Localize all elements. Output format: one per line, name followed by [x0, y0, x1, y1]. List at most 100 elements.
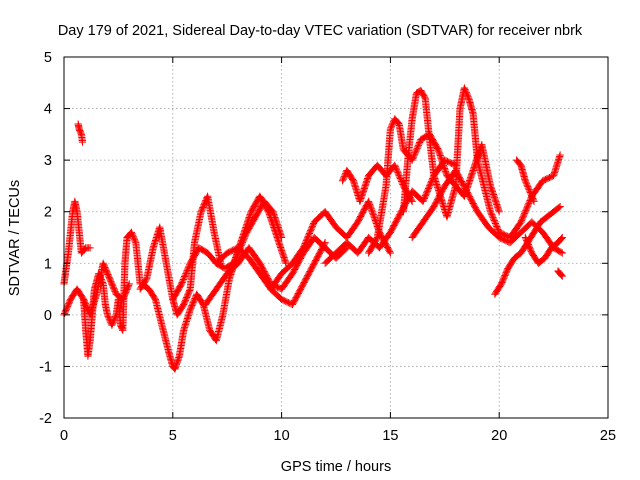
data-point: [367, 205, 375, 213]
data-point: [530, 197, 538, 205]
plot-frame: [63, 56, 609, 419]
data-point: [524, 183, 532, 191]
data-point: [127, 228, 136, 236]
data-point: [527, 190, 535, 198]
data-point: [368, 208, 376, 216]
data-point: [365, 197, 373, 205]
data-point: [489, 214, 497, 222]
series-sat-p: [491, 202, 564, 298]
x-axis-label: GPS time / hours: [281, 459, 391, 475]
data-point: [395, 172, 403, 180]
data-point: [370, 214, 378, 222]
data-point: [412, 146, 421, 154]
data-point: [488, 211, 496, 219]
data-point: [394, 169, 402, 177]
data-point: [556, 202, 564, 211]
data-point: [125, 281, 133, 289]
series-sat-b: [74, 120, 87, 146]
data-point: [340, 174, 348, 182]
data-point: [103, 311, 112, 319]
data-point: [525, 186, 533, 194]
y-tick-label: 3: [44, 153, 52, 169]
x-tick-label: 25: [600, 428, 616, 444]
data-point: [557, 248, 565, 256]
y-tick-label: 2: [44, 205, 52, 221]
data-point: [321, 239, 329, 247]
data-point: [526, 187, 534, 195]
data-point: [388, 121, 396, 129]
data-point: [181, 272, 189, 281]
data-point: [527, 191, 536, 200]
data-point: [521, 177, 529, 185]
data-point: [557, 234, 566, 243]
chart-title: Day 179 of 2021, Sidereal Day-to-day VTE…: [58, 23, 583, 39]
data-point: [388, 122, 396, 130]
x-tick-label: 0: [60, 428, 68, 444]
data-point: [125, 280, 133, 288]
data-point: [185, 262, 193, 270]
data-point: [130, 236, 139, 244]
data-point: [408, 197, 416, 205]
data-point: [182, 270, 190, 278]
data-point: [490, 216, 498, 225]
data-point: [179, 275, 187, 284]
y-tick-label: 1: [44, 256, 52, 272]
x-tick-label: 10: [274, 428, 290, 444]
data-point: [392, 164, 400, 172]
grid-lines: [64, 57, 608, 418]
data-point: [495, 208, 503, 216]
series-sat-o: [408, 166, 566, 257]
data-point: [491, 219, 500, 228]
data-point: [105, 314, 113, 322]
series-sat-m: [365, 115, 503, 257]
y-tick-labels: -2 -1 0 1 2 3 4 5: [39, 50, 52, 427]
data-point: [393, 166, 401, 174]
data-point: [104, 312, 112, 320]
data-point: [460, 84, 468, 92]
data-point: [180, 274, 188, 282]
series-sat-r: [554, 267, 566, 280]
data-point: [178, 278, 186, 287]
data-point: [129, 231, 137, 239]
data-point: [367, 203, 375, 211]
data-point: [461, 85, 469, 94]
data-point: [386, 125, 394, 133]
data-point: [179, 277, 187, 285]
data-point: [462, 88, 470, 96]
data-point: [340, 172, 348, 180]
data-point: [339, 175, 347, 183]
data-point: [414, 143, 422, 151]
data-point: [394, 170, 403, 178]
x-tick-label: 15: [382, 428, 398, 444]
data-point: [184, 265, 192, 273]
series-sat-i: [212, 239, 329, 309]
data-point: [488, 212, 496, 220]
data-point: [522, 178, 530, 186]
data-point: [338, 177, 347, 185]
data-point: [386, 249, 394, 257]
data-point: [110, 317, 118, 325]
data-point: [415, 140, 423, 148]
axis-ticks: [63, 56, 609, 419]
data-point: [493, 222, 501, 231]
data-point: [557, 271, 566, 279]
data-point: [177, 280, 186, 288]
data-point: [182, 268, 191, 276]
data-point: [368, 206, 376, 214]
x-tick-label: 20: [491, 428, 507, 444]
data-point: [528, 193, 536, 201]
series-sat-q: [521, 233, 566, 267]
data-point: [184, 264, 192, 272]
y-tick-label: -1: [39, 359, 52, 375]
data-point: [108, 320, 117, 328]
data-point: [411, 150, 419, 158]
y-tick-label: 4: [44, 102, 52, 118]
series-sat-e: [136, 192, 225, 319]
x-tick-labels: 0 5 10 15 20 25: [60, 428, 616, 444]
data-point: [526, 188, 534, 197]
data-point: [524, 184, 533, 192]
x-tick-label: 5: [169, 428, 177, 444]
data-point: [558, 249, 566, 257]
data-point: [463, 90, 471, 98]
data-point: [490, 215, 498, 223]
